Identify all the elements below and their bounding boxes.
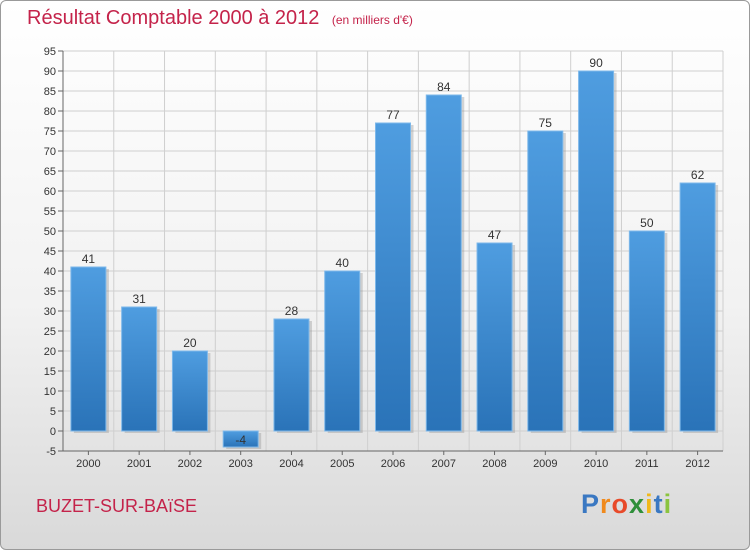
value-label-2001: 31 [132,292,146,306]
bar-2011 [628,230,665,432]
y-tick-label: 10 [44,386,56,398]
x-tick-label-2003: 2003 [228,458,252,470]
x-tick-label-2010: 2010 [584,458,608,470]
value-label-2012: 62 [691,168,705,182]
logo-letter: i [645,489,654,519]
y-tick-label: 95 [44,46,56,58]
bar-2001 [121,306,158,432]
bar-2012 [679,182,716,432]
y-tick-label: 65 [44,166,56,178]
y-tick-label: 60 [44,186,56,198]
y-tick-label: 70 [44,146,56,158]
y-tick-label: 20 [44,346,56,358]
x-tick-label-2006: 2006 [381,458,405,470]
proxiti-logo: Proxiti [581,489,672,520]
logo-letter: i [663,489,673,519]
logo-letter: P [581,489,601,519]
bar-2010 [578,70,615,432]
bar-2005 [324,270,361,432]
y-tick-label: 35 [44,286,56,298]
y-tick-label: 15 [44,366,56,378]
y-tick-label: 40 [44,266,56,278]
y-tick-label: 25 [44,326,56,338]
x-tick-label-2011: 2011 [635,458,659,470]
bar-2006 [375,122,411,432]
logo-letter: t [653,489,664,519]
value-label-2010: 90 [589,56,603,70]
x-tick-label-2001: 2001 [127,458,151,470]
y-tick-label: -5 [46,446,56,458]
bar-2000 [70,266,107,432]
logo-letter: x [629,489,646,519]
logo-letter: o [611,489,630,519]
bar-2003 [222,430,259,448]
bar-2004 [273,318,310,432]
commune-name: BUZET-SUR-BAïSE [36,496,198,516]
x-tick-label-2005: 2005 [330,458,354,470]
y-tick-label: 90 [44,66,56,78]
x-tick-label-2009: 2009 [533,458,557,470]
x-tick-label-2002: 2002 [178,458,202,470]
bar-2007 [425,94,462,432]
y-tick-label: 85 [44,86,56,98]
y-tick-label: 45 [44,246,56,258]
x-tick-label-2000: 2000 [76,458,100,470]
value-label-2003: -4 [235,433,246,447]
value-label-2007: 84 [437,80,451,94]
y-tick-label: 30 [44,306,56,318]
value-label-2000: 41 [82,252,96,266]
y-tick-label: 5 [50,406,56,418]
bar-2009 [527,130,564,432]
bar-2002 [171,350,208,432]
x-tick-label-2008: 2008 [482,458,506,470]
chart-title-wrap: Résultat Comptable 2000 à 2012 (en milli… [27,7,413,30]
bar-2008 [476,242,513,432]
value-label-2008: 47 [488,228,502,242]
value-label-2004: 28 [285,304,299,318]
value-label-2011: 50 [640,216,654,230]
x-tick-label-2004: 2004 [279,458,303,470]
y-tick-label: 55 [44,206,56,218]
chart-title: Résultat Comptable 2000 à 2012 [27,7,320,29]
x-tick-label-2007: 2007 [432,458,456,470]
y-tick-label: 75 [44,126,56,138]
value-label-2005: 40 [336,256,350,270]
y-tick-label: 80 [44,106,56,118]
value-label-2009: 75 [539,116,553,130]
chart-subtitle: (en milliers d'€) [331,13,413,27]
logo-letter: r [600,489,612,519]
y-tick-label: 50 [44,226,56,238]
y-tick-label: 0 [50,426,56,438]
value-label-2002: 20 [183,336,197,350]
value-label-2006: 77 [386,108,400,122]
x-tick-label-2012: 2012 [685,458,709,470]
